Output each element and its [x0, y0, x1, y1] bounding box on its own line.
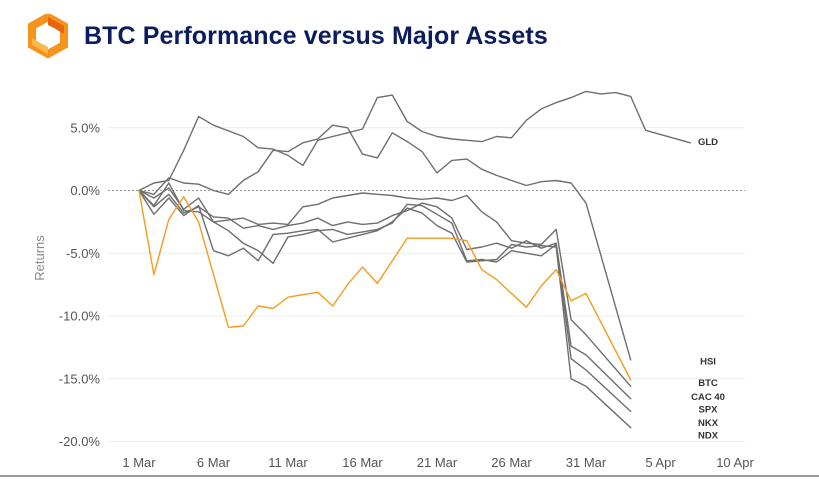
series-label-ndx: NDX — [698, 431, 719, 442]
y-tick-label: -15.0% — [59, 371, 101, 386]
series-line-cac-40 — [138, 187, 632, 387]
y-tick-label: 0.0% — [70, 183, 100, 198]
series-line-ndx — [138, 189, 632, 429]
series-label-nkx: NKX — [698, 418, 719, 429]
y-tick-label: -5.0% — [66, 246, 100, 261]
x-tick-label: 31 Mar — [566, 455, 607, 470]
series-label-spx: SPX — [698, 404, 718, 415]
series-line-gld — [138, 90, 691, 192]
series-line-nkx — [138, 182, 632, 413]
series-lines — [138, 90, 691, 429]
series-label-gld: GLD — [698, 137, 718, 148]
series-line-btc — [138, 189, 632, 381]
x-tick-label: 21 Mar — [417, 455, 458, 470]
y-tick-label: -20.0% — [59, 434, 101, 449]
chart-header: BTC Performance versus Major Assets — [26, 14, 548, 58]
x-tick-label: 10 Apr — [716, 455, 754, 470]
series-line-hsi — [138, 124, 632, 361]
orange-hexagon-logo-icon — [28, 14, 68, 58]
x-tick-labels: 1 Mar 6 Mar 11 Mar 16 Mar 21 Mar 26 Mar 31 Mar… — [122, 455, 754, 470]
series-label-hsi: HSI — [700, 357, 716, 368]
y-tick-label: 5.0% — [70, 120, 100, 135]
x-tick-label: 6 Mar — [197, 455, 231, 470]
x-tick-label: 5 Apr — [645, 455, 676, 470]
y-tick-label: -10.0% — [59, 309, 101, 324]
series-label-cac-40: CAC 40 — [691, 392, 725, 403]
x-tick-label: 16 Mar — [342, 455, 383, 470]
series-line-spx — [138, 189, 632, 400]
y-axis-label: Returns — [32, 235, 47, 281]
x-tick-label: 11 Mar — [268, 455, 308, 470]
y-tick-labels: 5.0% 0.0% -5.0% -10.0% -15.0% -20.0% — [59, 120, 101, 449]
grid-lines — [0, 127, 819, 477]
chart-title: BTC Performance versus Major Assets — [84, 21, 548, 50]
x-tick-label: 26 Mar — [491, 455, 532, 470]
x-tick-label: 1 Mar — [122, 455, 156, 470]
series-label-btc: BTC — [698, 378, 718, 389]
